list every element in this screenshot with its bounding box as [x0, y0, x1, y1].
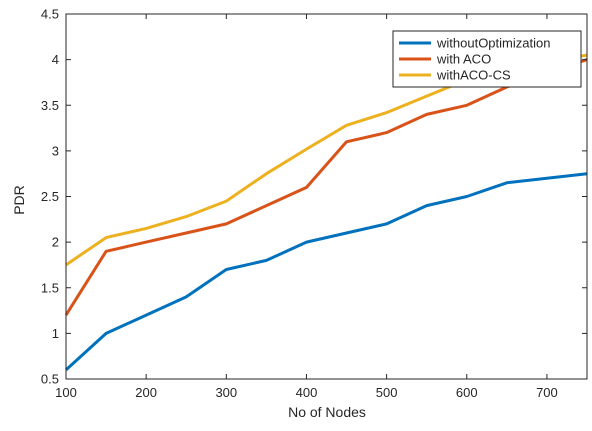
y-tick-label: 4.5	[41, 7, 59, 22]
legend-label-3: withACO-CS	[436, 68, 511, 83]
series-line-1	[64, 172, 588, 372]
y-tick-label: 3	[52, 143, 59, 158]
y-tick-label: 1.5	[41, 280, 59, 295]
y-axis-label: PDR	[11, 185, 27, 215]
x-axis-label: No of Nodes	[288, 404, 366, 420]
x-tick-label: 100	[55, 385, 77, 400]
x-tick-label: 600	[456, 385, 478, 400]
x-tick-label: 500	[376, 385, 398, 400]
x-tick-label: 700	[536, 385, 558, 400]
y-tick-label: 3.5	[41, 98, 59, 113]
y-tick-label: 2.5	[41, 189, 59, 204]
y-tick-label: 1	[52, 326, 59, 341]
x-tick-label: 200	[135, 385, 157, 400]
axes-layer: 100 200 300 400 500 600 700 0.5 1 1.5 2 2.5 3 3.5 4 4.5	[41, 7, 588, 400]
y-tick-label: 2	[52, 235, 59, 250]
series-line-2	[64, 58, 588, 316]
legend-label-1: withoutOptimization	[436, 36, 550, 51]
y-tick-label: 4	[52, 52, 59, 67]
y-tick-label: 0.5	[41, 372, 59, 387]
x-tick-label: 300	[215, 385, 237, 400]
x-tick-label: 400	[296, 385, 318, 400]
legend-label-2: with ACO	[436, 52, 491, 67]
